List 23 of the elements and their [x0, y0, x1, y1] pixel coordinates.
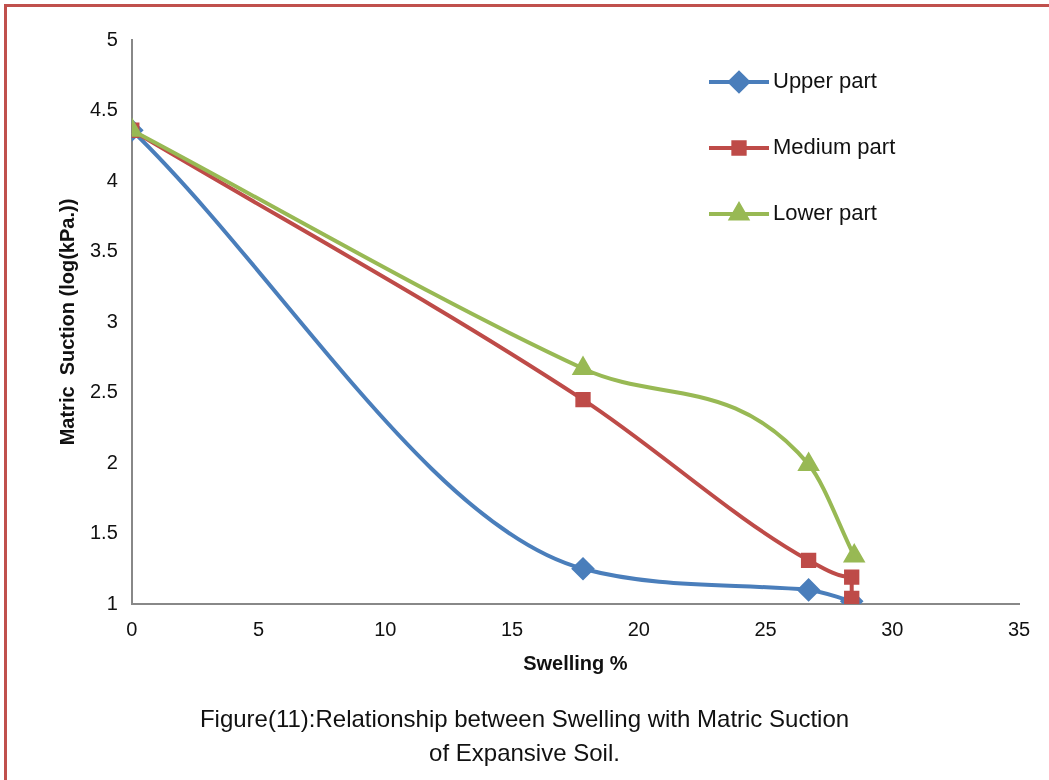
y-tick-label: 3: [106, 309, 118, 332]
y-tick-label: 2: [106, 450, 118, 473]
x-tick-label: 15: [500, 617, 524, 640]
x-tick-label: 10: [374, 617, 397, 640]
legend-label: Upper part: [773, 68, 877, 94]
x-tick-label: 0: [126, 617, 138, 640]
x-axis-title: Swelling %: [523, 651, 628, 674]
y-tick-label: 1.5: [89, 521, 118, 544]
x-tick-label: 30: [881, 617, 904, 640]
y-tick-label: 4.5: [89, 98, 118, 121]
y-tick-label: 2.5: [89, 380, 118, 403]
x-tick-label: 5: [252, 617, 265, 640]
y-tick-label: 3.5: [89, 239, 118, 262]
x-tick-label: 20: [627, 617, 650, 640]
text: Figure(11):Relationship between Swelling with Matric Suction of Expansive Soil.: [198, 704, 851, 768]
y-tick-label: 1: [106, 591, 118, 614]
x-tick-label: 25: [754, 617, 777, 640]
y-axis-title: Matric Suction (log(kPa.)): [55, 198, 78, 446]
legend-label: Medium part: [773, 134, 896, 160]
x-tick-label: 35: [1007, 617, 1031, 640]
y-tick-label: 5: [106, 27, 118, 50]
legend-label: Lower part: [773, 200, 877, 226]
y-tick-label: 4: [106, 168, 118, 191]
